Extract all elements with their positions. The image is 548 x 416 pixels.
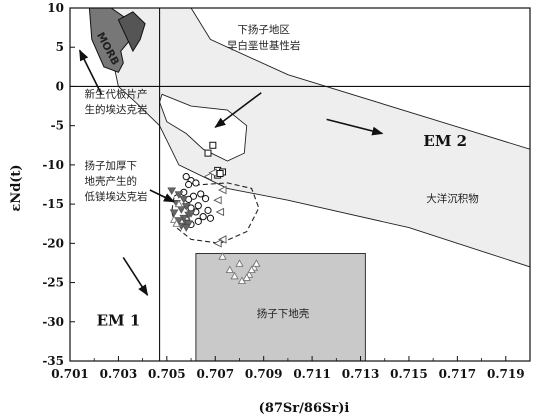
plot-frame xyxy=(69,7,531,362)
x-tick-label-1: 0.703 xyxy=(100,367,138,381)
data-point-circle-9 xyxy=(201,195,210,203)
data-point-circle-4 xyxy=(192,179,200,187)
axes-layer: 0.701 0.703 0.705 0.707 0.709 0.711 0.713 0.715… xyxy=(42,1,531,381)
data-point-triangle-down-14 xyxy=(184,220,193,228)
arrow-1 xyxy=(78,49,103,95)
y-tick-label-5: -15 xyxy=(42,197,64,211)
fields-layer xyxy=(88,8,530,361)
field-polygon-5 xyxy=(195,253,366,361)
data-point-triangle-down-6 xyxy=(177,206,186,214)
data-point-circle-1 xyxy=(182,173,190,181)
y-tick-label-6: -20 xyxy=(42,236,64,250)
data-point-triangle-5 xyxy=(225,265,234,274)
data-point-triangle-7 xyxy=(230,271,239,280)
data-point-circle-15 xyxy=(206,214,215,222)
x-tick-label-7: 0.715 xyxy=(390,367,428,381)
annotation-6: 地壳产生的 xyxy=(85,175,137,188)
data-point-triangle-12 xyxy=(247,265,256,274)
data-point-circle-14 xyxy=(199,213,207,221)
annotation-1: 下扬子地区 xyxy=(237,23,290,36)
x-tick-label-3: 0.707 xyxy=(196,367,234,381)
arrow-4 xyxy=(326,118,384,136)
arrow-2 xyxy=(214,92,262,128)
data-point-triangle-13 xyxy=(242,273,251,281)
y-tick-label-3: -5 xyxy=(51,119,64,133)
data-point-triangle-down-7 xyxy=(169,209,179,217)
annotation-10: EM 2 xyxy=(423,132,467,150)
y-axis-label: εNd(t) xyxy=(9,164,24,211)
data-point-triangle-left-3 xyxy=(218,185,227,195)
data-point-square-6 xyxy=(216,170,224,178)
y-tick-label-7: -25 xyxy=(42,276,64,290)
data-point-square-2 xyxy=(204,149,212,157)
data-point-triangle-down-3 xyxy=(179,196,189,204)
y-tick-label-8: -30 xyxy=(42,315,64,329)
data-point-circle-10 xyxy=(194,202,202,210)
annotation-8: 大洋沉积物 xyxy=(426,192,479,205)
data-point-triangle-down-1 xyxy=(167,187,177,195)
y-tick-label-1: 5 xyxy=(56,40,64,54)
data-point-triangle-left-7 xyxy=(213,239,222,248)
x-tick-label-2: 0.705 xyxy=(148,367,186,381)
x-tick-label-8: 0.717 xyxy=(439,367,477,381)
data-point-triangle-3 xyxy=(172,219,181,227)
data-point-circle-12 xyxy=(204,206,212,214)
y-tick-label-9: -35 xyxy=(42,354,64,368)
data-point-square-1 xyxy=(209,141,217,149)
x-tick-label-6: 0.713 xyxy=(342,367,380,381)
arrow-3 xyxy=(149,189,176,203)
annotation-3: 新生代板片产 xyxy=(85,87,148,100)
data-point-circle-6 xyxy=(197,190,205,198)
data-point-triangle-11 xyxy=(252,259,261,267)
field-polygon-1 xyxy=(117,11,146,53)
data-point-circle-3 xyxy=(185,180,193,189)
data-point-triangle-left-6 xyxy=(218,235,227,244)
data-point-triangle-2 xyxy=(174,199,184,208)
reference-lines-layer xyxy=(70,8,530,361)
arrow-5 xyxy=(122,257,149,297)
x-axis-label: (87Sr/86Sr)i xyxy=(259,401,350,416)
data-point-triangle-6 xyxy=(235,259,244,267)
annotation-11: EM 1 xyxy=(97,312,141,330)
data-point-triangle-left-5 xyxy=(215,207,225,217)
data-point-triangle-down-2 xyxy=(174,191,184,199)
y-tick-label-0: 10 xyxy=(47,1,64,15)
data-point-triangle-4 xyxy=(218,252,227,260)
x-tick-label-5: 0.711 xyxy=(293,367,331,381)
y-tick-label-4: -10 xyxy=(42,158,64,172)
arrows-layer xyxy=(78,49,384,297)
annotation-4: 生的埃达克岩 xyxy=(85,103,148,116)
data-point-circle-17 xyxy=(194,217,202,225)
x-tick-label-4: 0.709 xyxy=(245,367,283,381)
data-point-triangle-left-2 xyxy=(208,168,217,177)
field-polygon-3 xyxy=(159,93,248,162)
data-point-triangle-down-15 xyxy=(181,224,191,232)
data-point-triangle-down-13 xyxy=(186,210,196,218)
field-polygon-2 xyxy=(101,8,530,268)
points-layer xyxy=(167,141,261,285)
annotation-2: 早白垩世基性岩 xyxy=(227,39,301,52)
x-tick-label-9: 0.719 xyxy=(487,367,525,381)
annotation-7: 低镁埃达克岩 xyxy=(85,190,148,203)
annotation-5: 扬子加厚下 xyxy=(85,159,137,172)
data-point-triangle-left-1 xyxy=(203,172,212,181)
data-point-triangle-left-4 xyxy=(213,195,222,205)
x-tick-label-0: 0.701 xyxy=(51,367,89,381)
annotation-9: 扬子下地壳 xyxy=(257,307,310,320)
y-tick-label-2: 0 xyxy=(56,79,64,93)
